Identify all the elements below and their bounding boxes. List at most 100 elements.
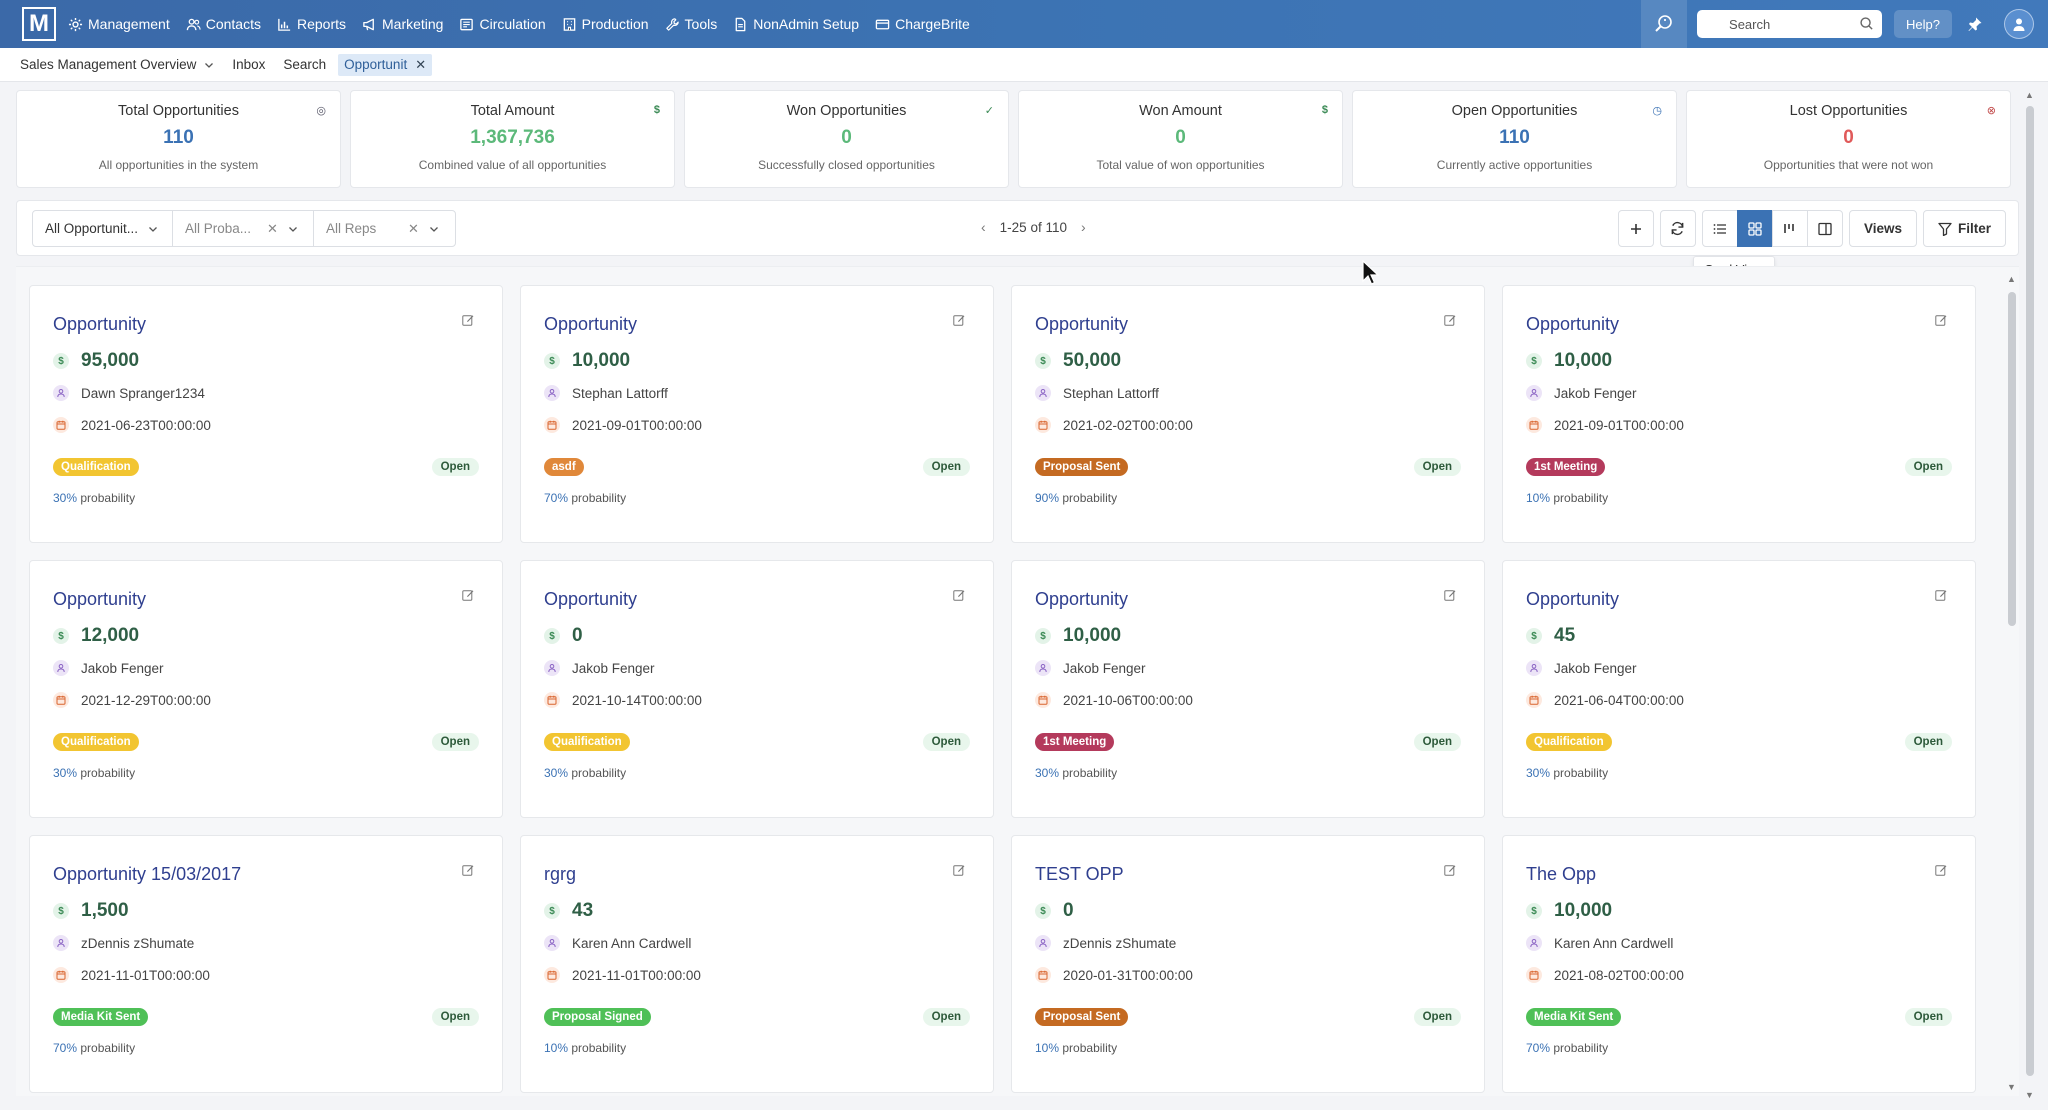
opportunity-title[interactable]: Opportunity [53,589,147,609]
page-scrollbar[interactable]: ▲ ▼ [2025,90,2035,1100]
nav-circulation[interactable]: Circulation [459,16,546,32]
edit-icon[interactable] [953,314,965,326]
opportunity-amount: 50,000 [1063,350,1122,371]
search-icon[interactable] [1859,16,1874,31]
ai-search-button[interactable] [1641,0,1688,48]
stage-badge: Media Kit Sent [53,1008,149,1026]
edit-icon[interactable] [953,589,965,601]
stat-title: Total Opportunities [118,103,239,119]
pin-button[interactable] [1964,10,1986,38]
opportunity-title[interactable]: Opportunity [53,314,147,334]
tab-inbox[interactable]: Inbox [232,57,266,72]
edit-icon[interactable] [1935,864,1947,876]
probability: 70% probability [544,491,970,505]
opportunity-card[interactable]: Opportunity $ 95,000 Dawn Spranger1234 2… [29,285,503,543]
edit-icon[interactable] [1935,589,1947,601]
opportunity-title[interactable]: Opportunity [1035,589,1129,609]
opportunity-card[interactable]: Opportunity $ 0 Jakob Fenger 2021-10-14T… [520,560,994,818]
edit-icon[interactable] [462,864,474,876]
scroll-down-icon[interactable]: ▼ [2025,1090,2034,1100]
stat-title: Won Amount [1139,103,1222,119]
dollar-icon: $ [1035,628,1051,644]
views-button[interactable]: Views [1848,210,1917,247]
kanban-view-button[interactable] [1771,210,1808,247]
tab-sales-management-overview[interactable]: Sales Management Overview [20,57,214,72]
probability: 30% probability [53,766,479,780]
edit-icon[interactable] [1935,314,1947,326]
tab-search[interactable]: Search [283,57,327,72]
opportunity-title[interactable]: rgrg [544,864,577,884]
opportunity-card[interactable]: The Opp $ 10,000 Karen Ann Cardwell 2021… [1502,835,1976,1093]
building-icon [563,17,575,31]
nav-circulation-label: Circulation [479,16,546,32]
nav-management[interactable]: Management [68,16,170,32]
scroll-up-icon[interactable]: ▲ [2007,274,2016,284]
search-input[interactable] [1729,16,1860,32]
refresh-button[interactable] [1659,210,1696,247]
stat-subtitle: Total value of won opportunities [1096,158,1265,172]
nav-reports[interactable]: Reports [277,16,346,32]
edit-icon[interactable] [953,864,965,876]
calendar-icon [1526,692,1542,708]
edit-icon[interactable] [462,314,474,326]
tab-opportunities[interactable]: Opportunit ✕ [338,53,433,76]
opportunity-title[interactable]: Opportunity 15/03/2017 [53,864,242,884]
app-logo[interactable]: M [22,7,56,41]
reps-select[interactable]: All Reps ✕ [314,211,455,246]
nav-tools[interactable]: Tools [665,16,717,32]
opportunity-card[interactable]: Opportunity $ 10,000 Stephan Lattorff 20… [520,285,994,543]
nav-chargebrite[interactable]: ChargeBrite [875,16,970,32]
opportunity-card[interactable]: rgrg $ 43 Karen Ann Cardwell 2021-11-01T… [520,835,994,1093]
list-view-button[interactable] [1701,210,1738,247]
opportunity-title[interactable]: Opportunity [544,589,638,609]
chevron-down-icon[interactable] [204,60,214,70]
cards-scrollbar[interactable]: ▲ ▼ [2007,274,2017,1092]
opportunity-type-select[interactable]: All Opportunit... [33,211,173,246]
edit-icon[interactable] [462,589,474,601]
opportunity-card[interactable]: Opportunity $ 10,000 Jakob Fenger 2021-0… [1502,285,1976,543]
opportunity-title[interactable]: The Opp [1526,864,1597,884]
page-scrollbar-thumb[interactable] [2026,106,2034,1076]
add-button[interactable] [1617,210,1654,247]
opportunity-title[interactable]: Opportunity [1526,589,1620,609]
opportunity-title[interactable]: TEST OPP [1035,864,1124,884]
edit-icon[interactable] [1444,589,1456,601]
opportunity-card[interactable]: TEST OPP $ 0 zDennis zShumate 2020-01-31… [1011,835,1485,1093]
nav-contacts[interactable]: Contacts [186,16,261,32]
probability-select[interactable]: All Proba... ✕ [173,211,314,246]
clear-reps-icon[interactable]: ✕ [408,220,419,236]
clear-probability-icon[interactable]: ✕ [267,220,278,236]
opportunity-card[interactable]: Opportunity $ 10,000 Jakob Fenger 2021-1… [1011,560,1485,818]
nav-nonadmin-setup[interactable]: NonAdmin Setup [733,16,859,32]
nav-production[interactable]: Production [562,16,649,32]
opportunity-card[interactable]: Opportunity 15/03/2017 $ 1,500 zDennis z… [29,835,503,1093]
card-view-button[interactable] [1736,210,1773,247]
opportunity-card[interactable]: Opportunity $ 50,000 Stephan Lattorff 20… [1011,285,1485,543]
edit-icon[interactable] [1444,864,1456,876]
filter-button[interactable]: Filter [1922,210,2006,247]
scroll-down-icon[interactable]: ▼ [2007,1082,2016,1092]
opportunity-card[interactable]: Opportunity $ 12,000 Jakob Fenger 2021-1… [29,560,503,818]
next-page-icon[interactable]: › [1080,219,1086,235]
dollar-icon: $ [544,353,560,369]
help-button[interactable]: Help? [1894,10,1952,38]
edit-icon[interactable] [1444,314,1456,326]
close-tab-icon[interactable]: ✕ [415,56,427,72]
stage-badge: 1st Meeting [1035,733,1115,751]
rep-row: Karen Ann Cardwell [544,933,970,953]
opportunity-card[interactable]: Opportunity $ 45 Jakob Fenger 2021-06-04… [1502,560,1976,818]
scroll-up-icon[interactable]: ▲ [2025,90,2034,100]
cards-scrollbar-thumb[interactable] [2008,292,2016,626]
date-row: 2021-09-01T00:00:00 [544,415,970,435]
probability: 70% probability [1526,1041,1952,1055]
date-row: 2021-10-14T00:00:00 [544,690,970,710]
prev-page-icon[interactable]: ‹ [981,219,986,235]
user-avatar[interactable] [2004,9,2034,39]
opportunity-title[interactable]: Opportunity [1526,314,1620,334]
nav-marketing[interactable]: Marketing [362,16,443,32]
opportunity-title[interactable]: Opportunity [544,314,638,334]
split-view-button[interactable] [1806,210,1843,247]
global-search[interactable] [1697,10,1883,38]
search-sparkle-icon [1655,15,1672,32]
opportunity-title[interactable]: Opportunity [1035,314,1129,334]
